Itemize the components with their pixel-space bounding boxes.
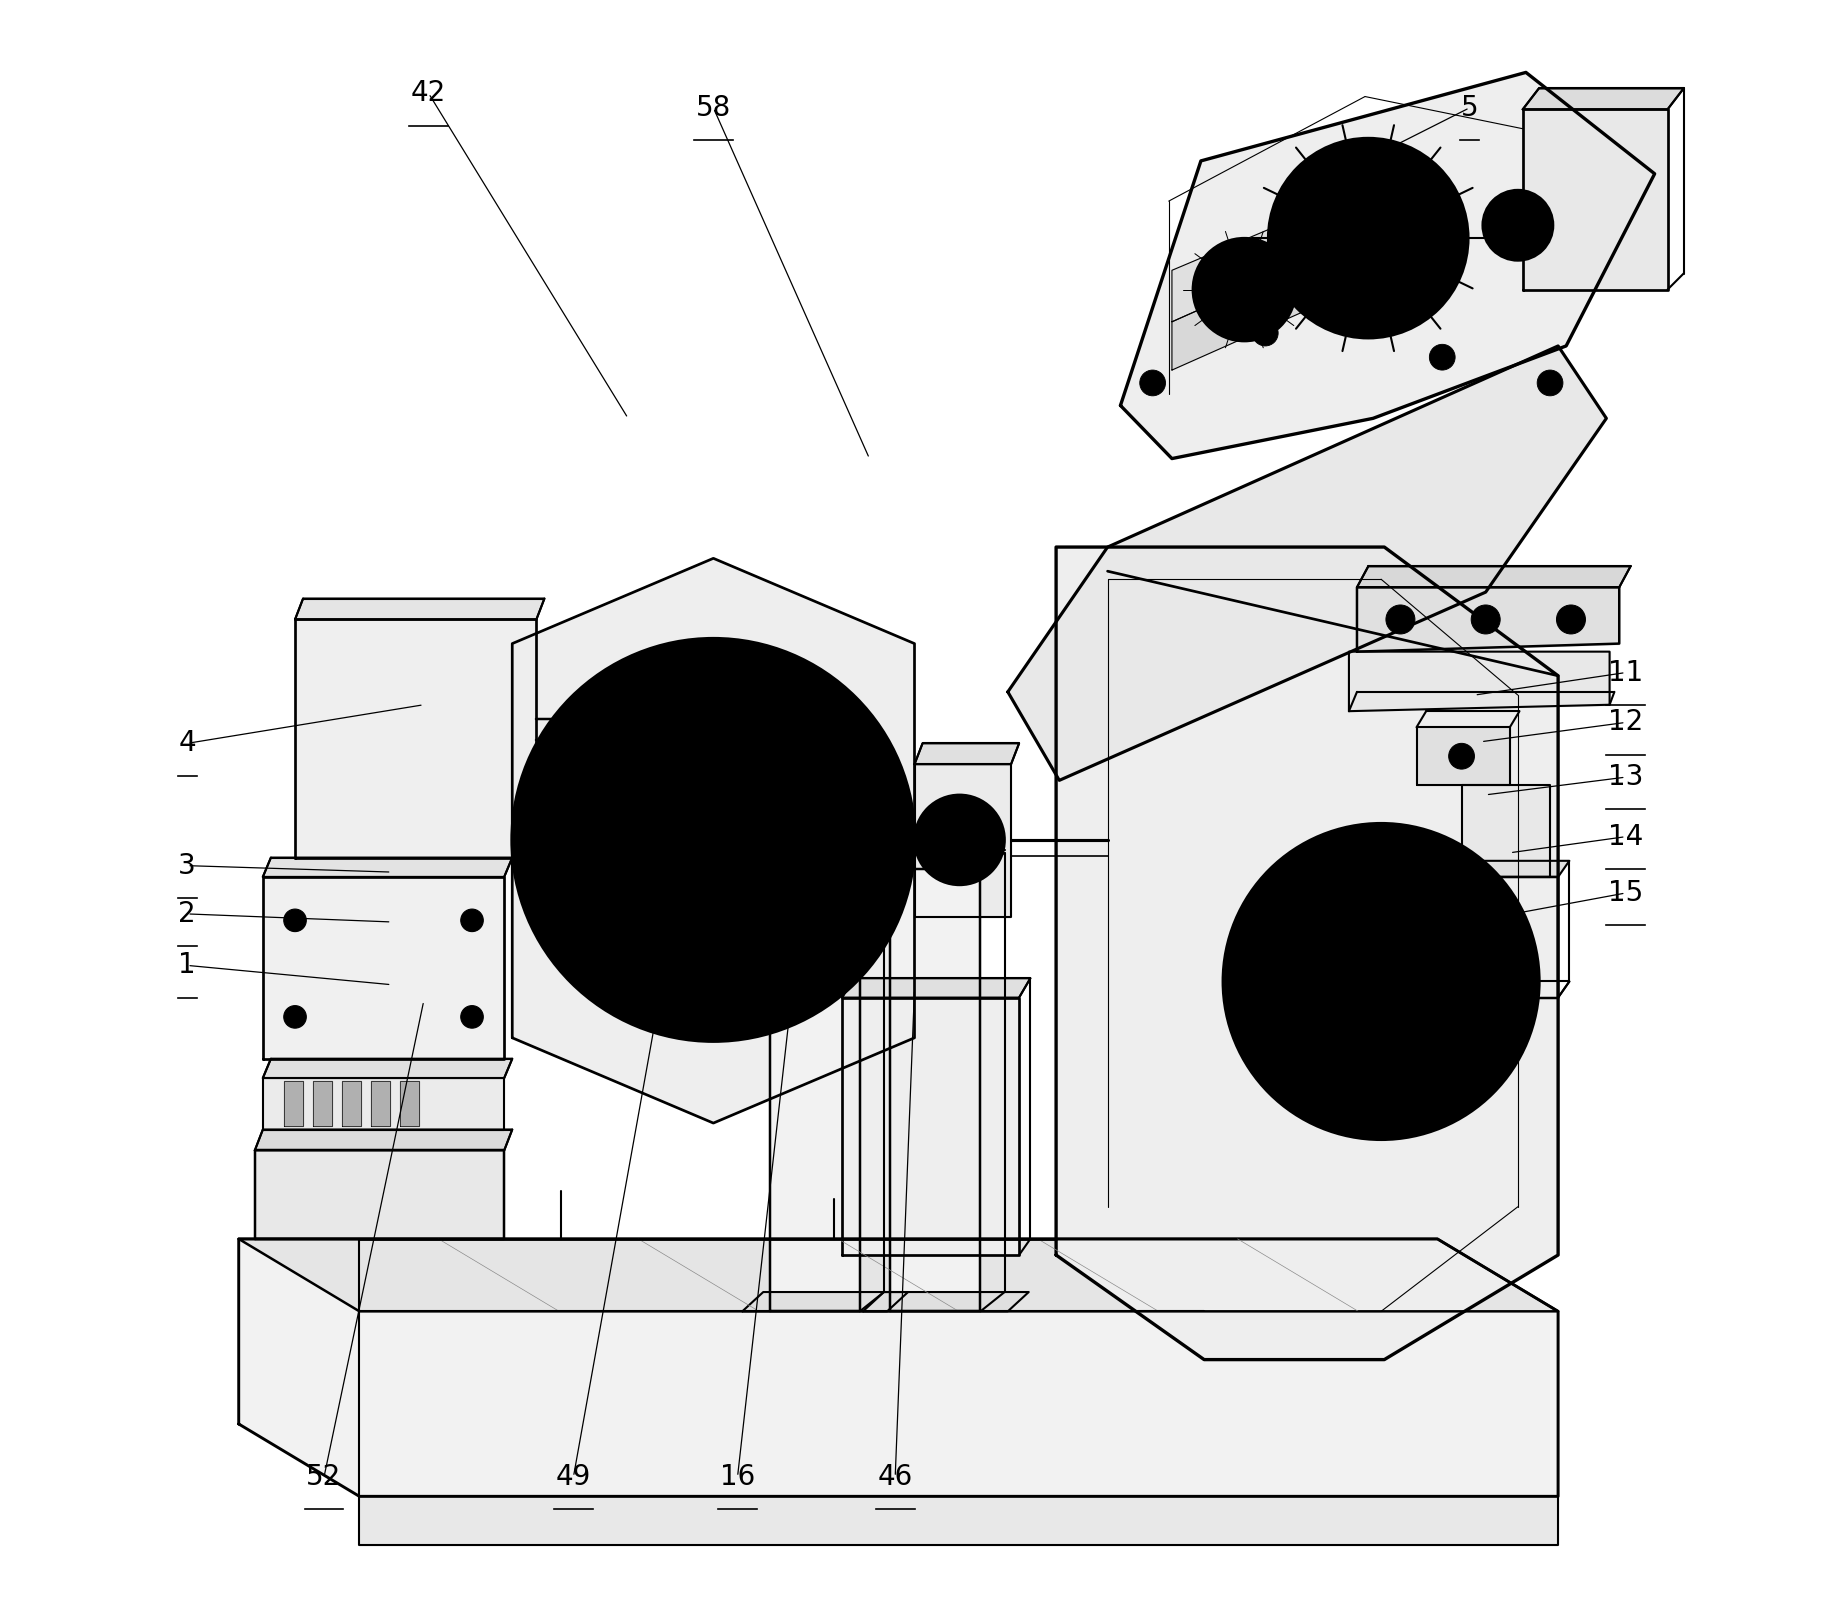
- Polygon shape: [1524, 109, 1668, 290]
- Polygon shape: [1416, 727, 1509, 785]
- Polygon shape: [841, 978, 1030, 998]
- Polygon shape: [1350, 652, 1610, 711]
- Circle shape: [702, 1001, 724, 1025]
- Circle shape: [914, 795, 1004, 885]
- Polygon shape: [240, 1239, 1558, 1496]
- Polygon shape: [263, 858, 512, 877]
- Circle shape: [774, 776, 799, 801]
- Circle shape: [1193, 238, 1295, 341]
- Circle shape: [283, 1006, 305, 1028]
- Polygon shape: [1172, 209, 1317, 322]
- Circle shape: [1269, 138, 1469, 338]
- Text: 3: 3: [179, 851, 196, 880]
- Circle shape: [1218, 264, 1269, 315]
- Polygon shape: [863, 1292, 1028, 1311]
- Polygon shape: [313, 1081, 333, 1126]
- Polygon shape: [358, 1496, 1558, 1545]
- Circle shape: [852, 742, 874, 764]
- Circle shape: [1556, 605, 1586, 634]
- Polygon shape: [512, 558, 914, 1123]
- Polygon shape: [891, 869, 980, 1311]
- Circle shape: [1304, 174, 1432, 302]
- Circle shape: [852, 916, 874, 938]
- Circle shape: [1253, 320, 1278, 346]
- Circle shape: [552, 742, 574, 764]
- Polygon shape: [1121, 72, 1655, 459]
- Polygon shape: [1410, 861, 1569, 877]
- Polygon shape: [263, 1059, 512, 1078]
- Polygon shape: [770, 804, 860, 1311]
- Text: 2: 2: [179, 899, 196, 928]
- Circle shape: [733, 827, 759, 853]
- Polygon shape: [1357, 566, 1630, 587]
- Polygon shape: [263, 877, 505, 1059]
- Circle shape: [1366, 835, 1396, 864]
- Text: 14: 14: [1608, 822, 1642, 851]
- Circle shape: [283, 909, 305, 932]
- Polygon shape: [342, 1081, 360, 1126]
- Polygon shape: [399, 1081, 419, 1126]
- Circle shape: [1341, 941, 1421, 1022]
- Text: 4: 4: [179, 729, 196, 758]
- Circle shape: [702, 656, 724, 679]
- Polygon shape: [1461, 785, 1549, 877]
- Circle shape: [1271, 872, 1491, 1091]
- Text: 16: 16: [721, 1463, 755, 1492]
- Circle shape: [569, 695, 858, 985]
- Text: 5: 5: [1461, 93, 1478, 122]
- Polygon shape: [841, 998, 1019, 1255]
- Circle shape: [1471, 605, 1500, 634]
- Circle shape: [1139, 370, 1165, 396]
- Polygon shape: [1257, 277, 1284, 317]
- Circle shape: [1536, 370, 1564, 396]
- Polygon shape: [1357, 587, 1619, 652]
- Polygon shape: [914, 743, 1019, 764]
- Circle shape: [461, 1006, 483, 1028]
- Circle shape: [1235, 967, 1264, 996]
- Text: 49: 49: [556, 1463, 591, 1492]
- Circle shape: [461, 909, 483, 932]
- Circle shape: [1502, 209, 1535, 241]
- Polygon shape: [283, 1081, 304, 1126]
- Text: 1: 1: [179, 951, 196, 980]
- Circle shape: [1449, 743, 1474, 769]
- Circle shape: [940, 821, 979, 859]
- Polygon shape: [254, 1130, 512, 1150]
- Circle shape: [733, 759, 759, 785]
- Circle shape: [552, 916, 574, 938]
- Circle shape: [1483, 190, 1553, 261]
- Text: 46: 46: [878, 1463, 913, 1492]
- Circle shape: [733, 896, 759, 922]
- Circle shape: [1224, 824, 1538, 1139]
- Text: 13: 13: [1608, 763, 1644, 792]
- Text: 15: 15: [1608, 879, 1642, 907]
- Polygon shape: [743, 1292, 907, 1311]
- Text: 58: 58: [695, 93, 732, 122]
- Circle shape: [1386, 605, 1416, 634]
- Polygon shape: [914, 764, 1011, 917]
- Polygon shape: [1172, 257, 1317, 370]
- Polygon shape: [294, 599, 545, 619]
- Circle shape: [1366, 1099, 1396, 1128]
- Polygon shape: [1055, 547, 1558, 1360]
- Circle shape: [512, 639, 914, 1041]
- Text: 11: 11: [1608, 658, 1642, 687]
- Circle shape: [774, 880, 799, 906]
- Polygon shape: [240, 1239, 1558, 1311]
- Text: 52: 52: [307, 1463, 342, 1492]
- Circle shape: [1430, 344, 1456, 370]
- Polygon shape: [294, 619, 536, 858]
- Text: 12: 12: [1608, 708, 1642, 737]
- Polygon shape: [371, 1081, 390, 1126]
- Text: 42: 42: [412, 79, 446, 108]
- Polygon shape: [1524, 88, 1685, 109]
- Polygon shape: [1410, 877, 1558, 998]
- Polygon shape: [254, 1150, 505, 1239]
- Circle shape: [1498, 967, 1527, 996]
- Circle shape: [1350, 219, 1388, 257]
- Polygon shape: [263, 1078, 505, 1130]
- Polygon shape: [1008, 346, 1606, 780]
- Circle shape: [677, 803, 750, 875]
